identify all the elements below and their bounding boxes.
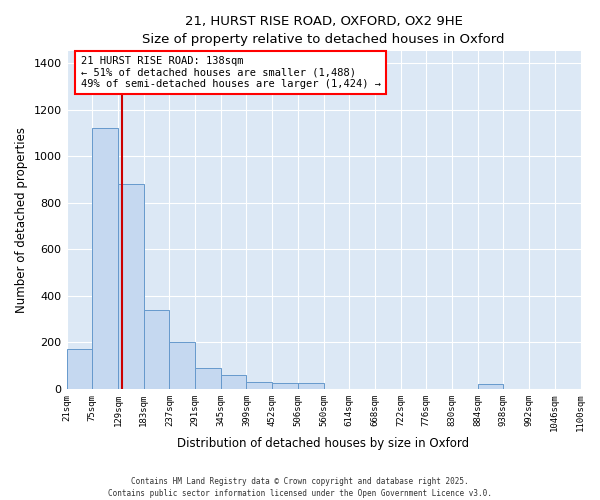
Bar [169, 342, 195, 389]
Bar [118, 184, 143, 389]
Bar [298, 383, 323, 389]
Title: 21, HURST RISE ROAD, OXFORD, OX2 9HE
Size of property relative to detached house: 21, HURST RISE ROAD, OXFORD, OX2 9HE Siz… [142, 15, 505, 46]
Bar [221, 375, 247, 389]
Bar [195, 368, 221, 389]
Bar [143, 310, 169, 389]
Text: 21 HURST RISE ROAD: 138sqm
← 51% of detached houses are smaller (1,488)
49% of s: 21 HURST RISE ROAD: 138sqm ← 51% of deta… [80, 56, 380, 89]
Bar [247, 382, 272, 389]
Bar [478, 384, 503, 389]
Bar [272, 383, 298, 389]
Bar [92, 128, 118, 389]
Text: Contains HM Land Registry data © Crown copyright and database right 2025.
Contai: Contains HM Land Registry data © Crown c… [108, 476, 492, 498]
Bar [67, 350, 92, 389]
Y-axis label: Number of detached properties: Number of detached properties [15, 127, 28, 313]
X-axis label: Distribution of detached houses by size in Oxford: Distribution of detached houses by size … [178, 437, 470, 450]
